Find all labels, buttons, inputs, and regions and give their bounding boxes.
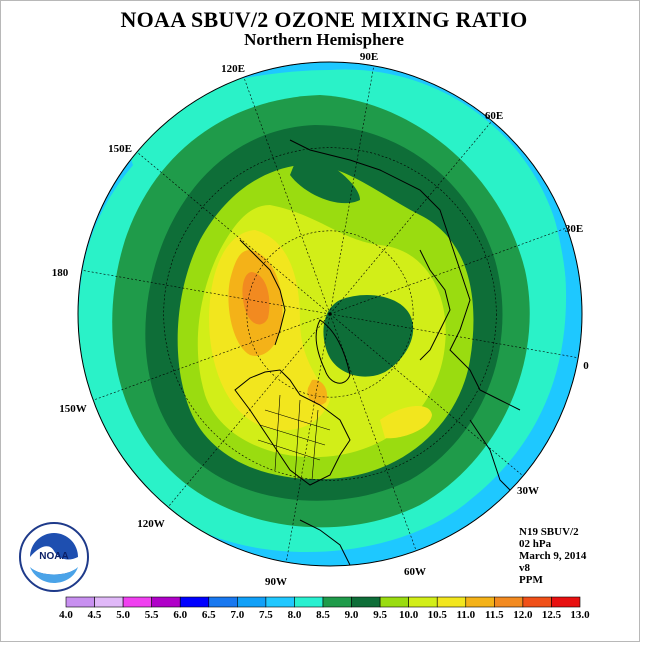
colorbar-label: 9.0 <box>345 609 359 621</box>
band-11-0-extra <box>307 379 328 405</box>
longitude-label: 150E <box>108 143 132 155</box>
info-version: v8 <box>519 562 530 574</box>
colorbar-label: 8.5 <box>316 609 330 621</box>
colorbar-swatch <box>522 596 552 608</box>
meridian-line <box>81 269 331 315</box>
meridian-line <box>243 77 331 315</box>
south-america-coast <box>299 519 351 566</box>
longitude-label: 60E <box>485 110 503 122</box>
colorbar-swatch <box>379 596 409 608</box>
europe-coast <box>419 249 451 361</box>
colorbar-label: 5.5 <box>145 609 159 621</box>
colorbar-label: 6.0 <box>173 609 187 621</box>
noaa-logo-text: NOAA <box>39 551 68 562</box>
colorbar-label: 11.0 <box>456 609 475 621</box>
longitude-label: 180 <box>52 267 69 279</box>
meridian-line <box>167 313 331 508</box>
longitude-label: 150W <box>59 403 87 415</box>
latitude-circle <box>163 147 497 481</box>
colorbar-label: 7.5 <box>259 609 273 621</box>
info-instrument: N19 SBUV/2 <box>519 526 579 538</box>
colorbar-swatch <box>408 596 438 608</box>
band-11-5 <box>242 272 270 325</box>
colorbar-swatch <box>237 596 267 608</box>
page-title: NOAA SBUV/2 OZONE MIXING RATIO <box>120 7 528 32</box>
greenland-outline <box>315 319 351 384</box>
globe-boundary <box>77 61 583 567</box>
colorbar-swatch <box>551 596 581 608</box>
colorbar-swatch <box>351 596 381 608</box>
colorbar-label: 10.5 <box>428 609 448 621</box>
alaska-coast <box>239 239 286 346</box>
meridian-line <box>329 65 375 315</box>
us-state-lines <box>257 394 331 481</box>
info-panel: N19 SBUV/2 02 hPa March 9, 2014 v8 PPM <box>519 526 586 586</box>
colorbar-swatch <box>65 596 95 608</box>
polar-low <box>323 295 414 377</box>
longitude-label: 30W <box>517 485 539 497</box>
colorbar-labels: 4.0 4.5 5.0 5.5 6.0 6.5 7.0 7.5 8.0 8.5 9.0 9.5 10.0… <box>59 609 590 621</box>
meridian-line <box>285 313 331 563</box>
colorbar-swatch <box>179 596 210 608</box>
colorbar-label: 12.0 <box>513 609 533 621</box>
colorbar-label: 9.5 <box>373 609 387 621</box>
noaa-logo: NOAA <box>18 521 90 593</box>
colorbar-label: 10.0 <box>399 609 419 621</box>
info-date: March 9, 2014 <box>519 550 587 562</box>
longitude-label: 120W <box>137 518 165 530</box>
meridian-line <box>329 313 524 477</box>
colorbar-label: 12.5 <box>542 609 562 621</box>
colorbar-swatches <box>65 596 581 608</box>
meridian-line <box>329 313 579 359</box>
noaa-logo-graphic: NOAA <box>19 522 89 592</box>
latitude-circle <box>246 230 414 398</box>
colorbar-swatch <box>465 596 495 608</box>
colorbar-swatch <box>436 596 467 608</box>
colorbar-swatch <box>294 596 324 608</box>
colorbar-label: 8.0 <box>288 609 302 621</box>
colorbar-swatch <box>208 596 238 608</box>
colorbar-swatch <box>265 596 295 608</box>
info-pressure: 02 hPa <box>519 538 552 550</box>
band-10-5-extra <box>380 405 432 439</box>
colorbar-label: 4.0 <box>59 609 73 621</box>
colorbar-label: 4.5 <box>88 609 102 621</box>
meridian-line <box>329 120 493 315</box>
colorbar-swatch <box>494 596 524 608</box>
colorbar-label: 5.0 <box>116 609 130 621</box>
north-america-outline <box>234 369 351 486</box>
figure-frame <box>0 0 640 642</box>
colorbar-swatch <box>151 596 181 608</box>
meridian-line <box>136 151 331 315</box>
colorbar-swatch <box>122 596 152 608</box>
longitude-label: 0 <box>583 360 589 372</box>
band-9-0-notch <box>290 150 360 204</box>
colorbar-label: 13.0 <box>570 609 590 621</box>
meridian-line <box>93 313 331 401</box>
colorbar-label: 7.0 <box>230 609 244 621</box>
page-subtitle: Northern Hemisphere <box>244 30 404 49</box>
longitude-label: 120E <box>221 63 245 75</box>
longitude-label: 90E <box>360 51 378 63</box>
eurasia-coast <box>289 139 521 411</box>
colorbar-label: 11.5 <box>485 609 504 621</box>
longitude-label: 90W <box>265 576 287 588</box>
longitude-labels: 90E 60E 30E 0 30W 60W 90W 120W 150W 180 150E 120E <box>52 51 590 588</box>
longitude-label: 30E <box>565 223 583 235</box>
meridian-line <box>329 227 567 315</box>
longitude-label: 60W <box>404 566 426 578</box>
colorbar-swatch <box>322 596 352 608</box>
coastlines <box>234 139 541 566</box>
info-units: PPM <box>519 574 543 586</box>
colorbar-label: 6.5 <box>202 609 216 621</box>
colorbar-swatch <box>94 596 124 608</box>
